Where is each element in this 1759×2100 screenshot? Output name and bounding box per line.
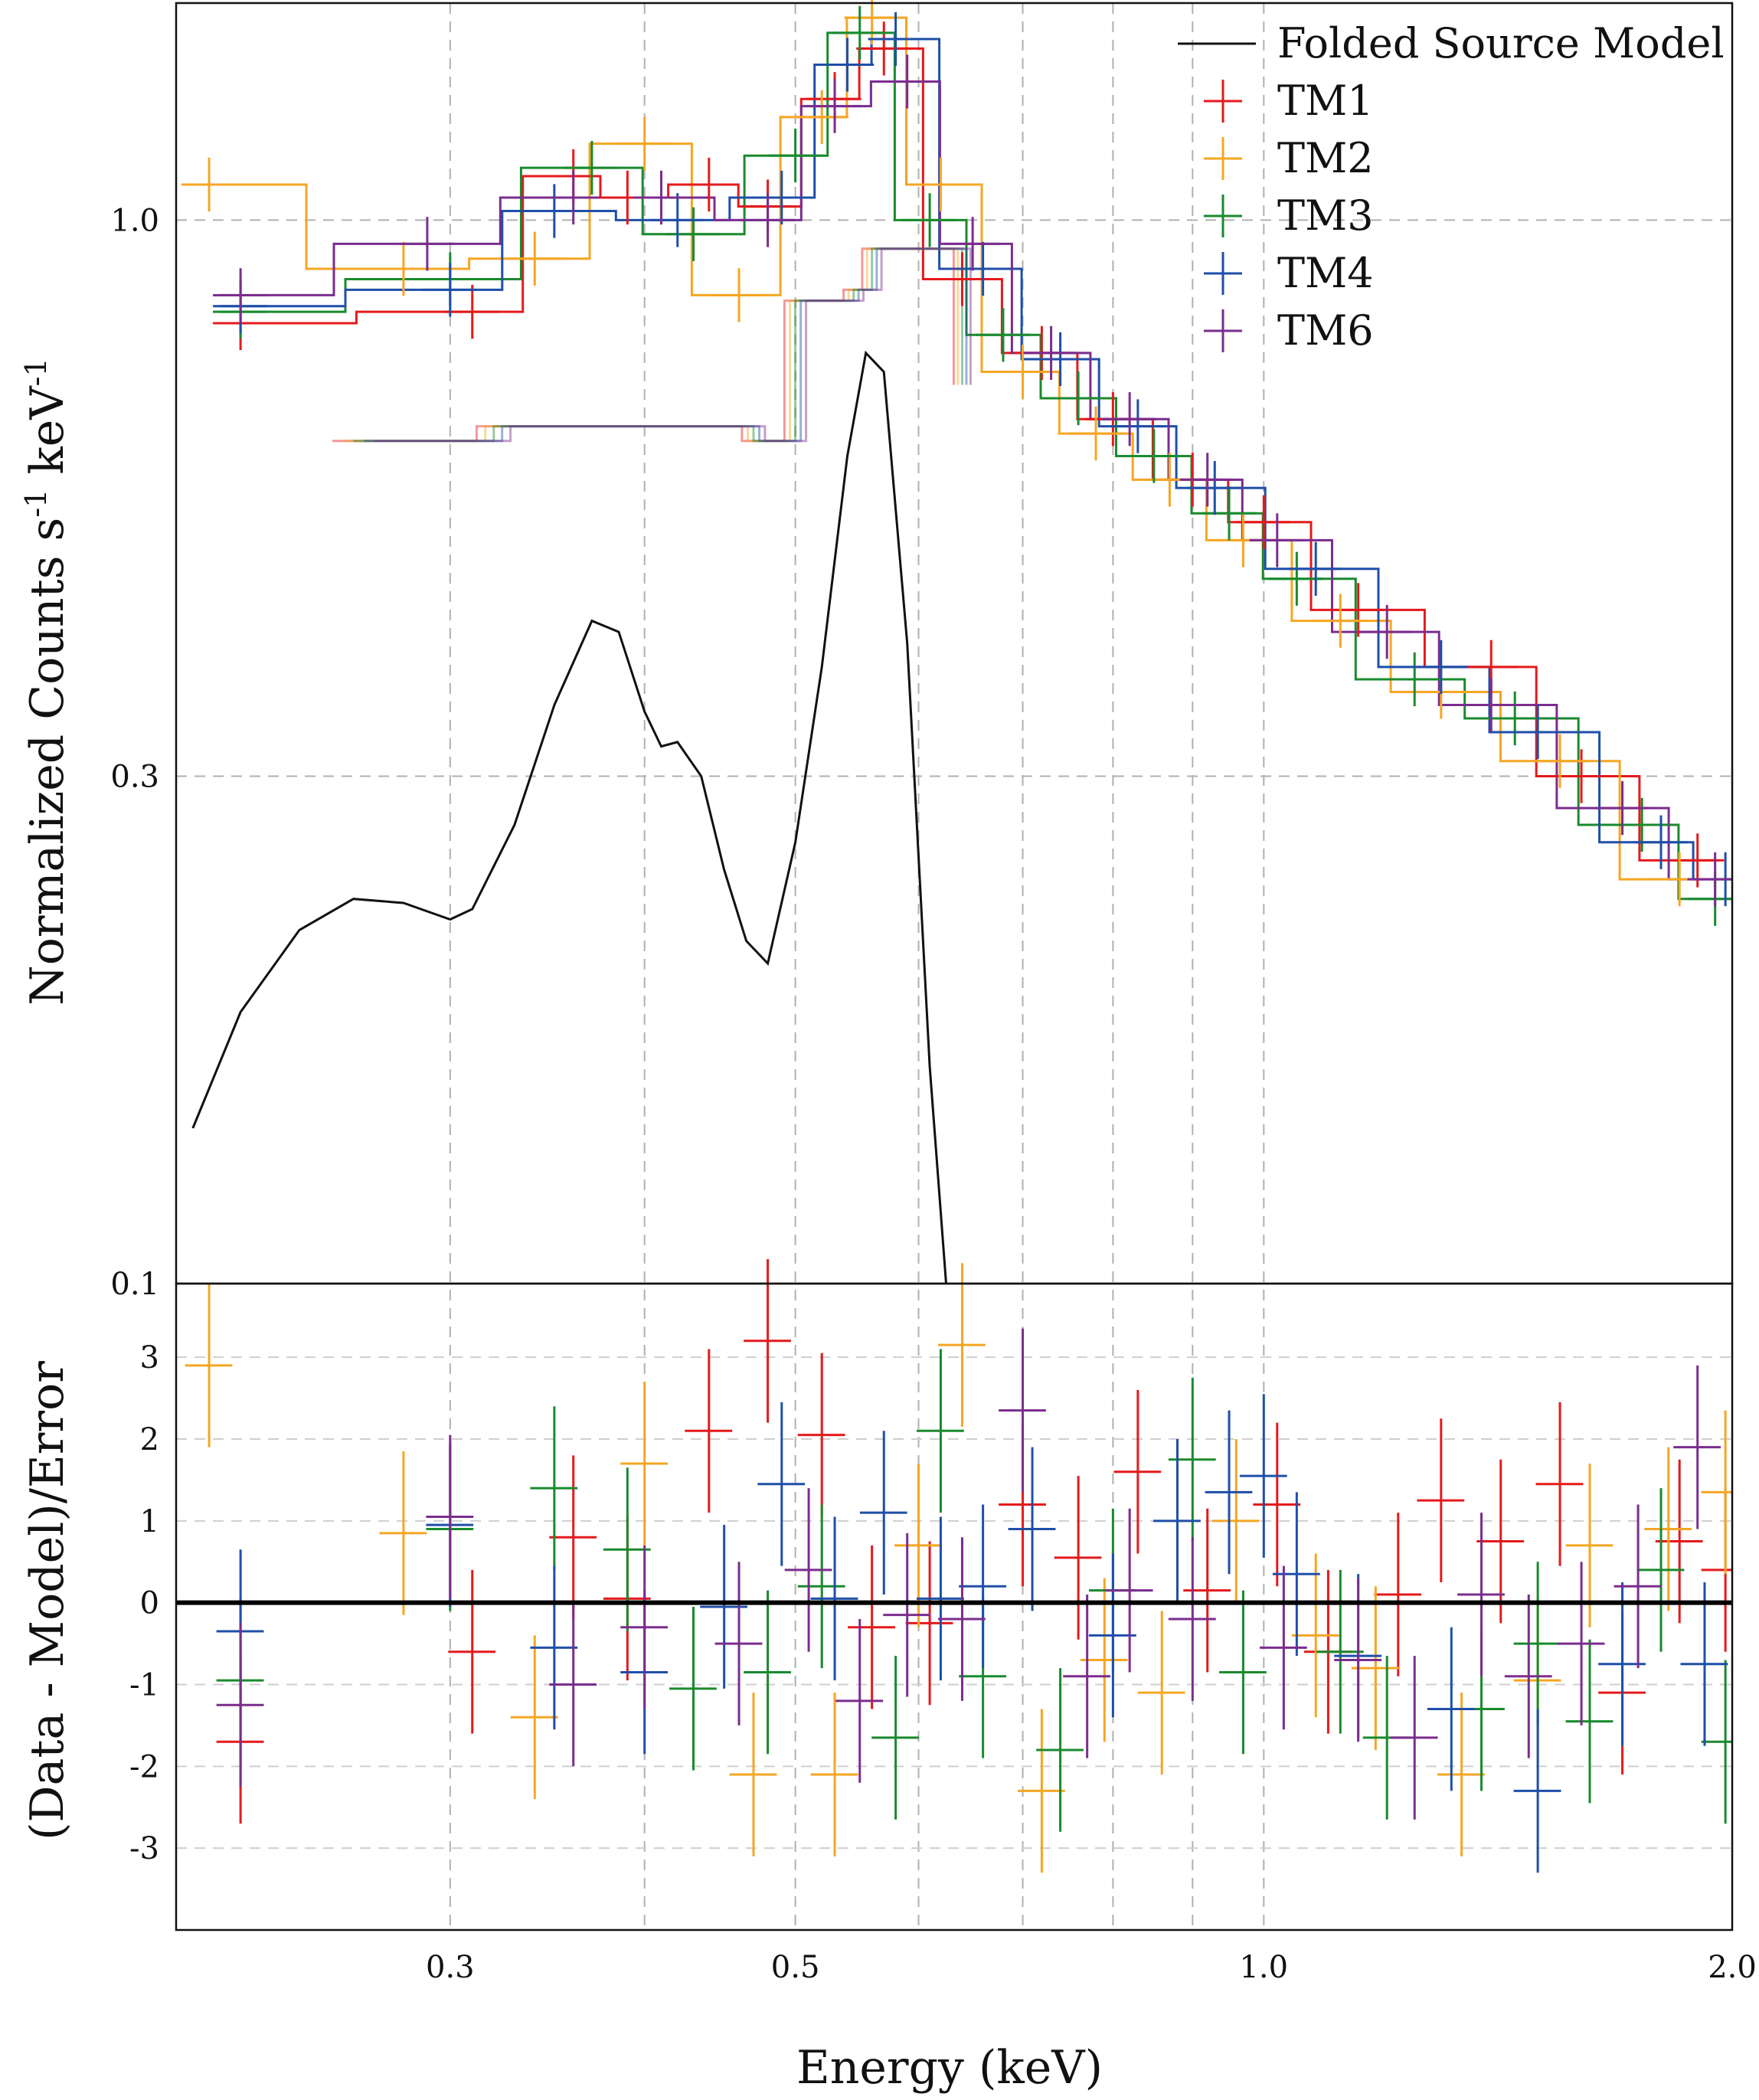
legend-label-tm4: TM4 xyxy=(1277,249,1374,297)
residual-y-tick-label: -2 xyxy=(129,1749,159,1784)
residual-panel-series xyxy=(176,1258,1732,1873)
model-step-tm4 xyxy=(220,38,1732,881)
legend-label-tm2: TM2 xyxy=(1277,134,1374,182)
model-step-tm6 xyxy=(220,80,1732,881)
residual-panel-frame xyxy=(175,1282,1734,1932)
top-y-tick-label: 1.0 xyxy=(110,203,159,238)
background-step-tm3 xyxy=(353,247,963,443)
legend: Folded Source Model TM1 TM2 TM3 TM4 TM6 xyxy=(1178,19,1725,355)
residual-y-tick-label: 0 xyxy=(140,1586,159,1621)
top-y-axis-label: Normalized Counts s-1 keV-1 xyxy=(19,358,74,1005)
top-panel-series xyxy=(181,0,1732,1284)
model-step-tm1 xyxy=(220,47,1718,862)
background-step-tm4 xyxy=(364,247,968,443)
legend-label-tm3: TM3 xyxy=(1277,191,1374,240)
top-y-tick-label: 0.1 xyxy=(110,1267,159,1302)
x-tick-label: 2.0 xyxy=(1708,1950,1757,1985)
x-tick-label: 1.0 xyxy=(1239,1950,1288,1985)
top-y-label-mid: keV xyxy=(21,385,74,489)
background-step-tm2 xyxy=(342,247,960,443)
residual-y-tick-label: 3 xyxy=(140,1340,159,1375)
axes-frame xyxy=(175,2,1734,1932)
legend-label-model: Folded Source Model xyxy=(1277,19,1725,67)
x-tick-label: 0.3 xyxy=(426,1950,475,1985)
top-panel-frame xyxy=(175,2,1734,1285)
top-y-tick-label: 0.3 xyxy=(110,759,159,794)
residual-y-tick-label: 2 xyxy=(140,1422,159,1457)
x-tick-label: 0.5 xyxy=(771,1950,820,1985)
top-y-label-sup2: -1 xyxy=(19,358,53,386)
background-step-tm1 xyxy=(332,247,955,443)
top-y-label-main: Normalized Counts s xyxy=(21,518,74,1006)
folded-source-model-line xyxy=(191,350,947,1284)
residual-y-axis-label: (Data - Model)/Error xyxy=(21,1361,74,1840)
model-step-tm2 xyxy=(188,16,1700,881)
residual-y-tick-label: -1 xyxy=(129,1667,159,1703)
tick-labels: 0.3 0.5 1.0 2.0 0.1 0.3 1.0 -3 -2 -1 0 1 2 3 xyxy=(110,203,1756,1985)
x-axis-label: Energy (keV) xyxy=(796,2041,1103,2095)
legend-label-tm6: TM6 xyxy=(1277,306,1374,355)
model-step-tm3 xyxy=(220,31,1732,901)
residual-y-tick-label: -3 xyxy=(129,1831,159,1866)
top-y-label-sup1: -1 xyxy=(19,489,53,518)
background-step-tm6 xyxy=(374,247,972,443)
residual-y-tick-label: 1 xyxy=(140,1504,159,1539)
legend-label-tm1: TM1 xyxy=(1277,77,1374,125)
